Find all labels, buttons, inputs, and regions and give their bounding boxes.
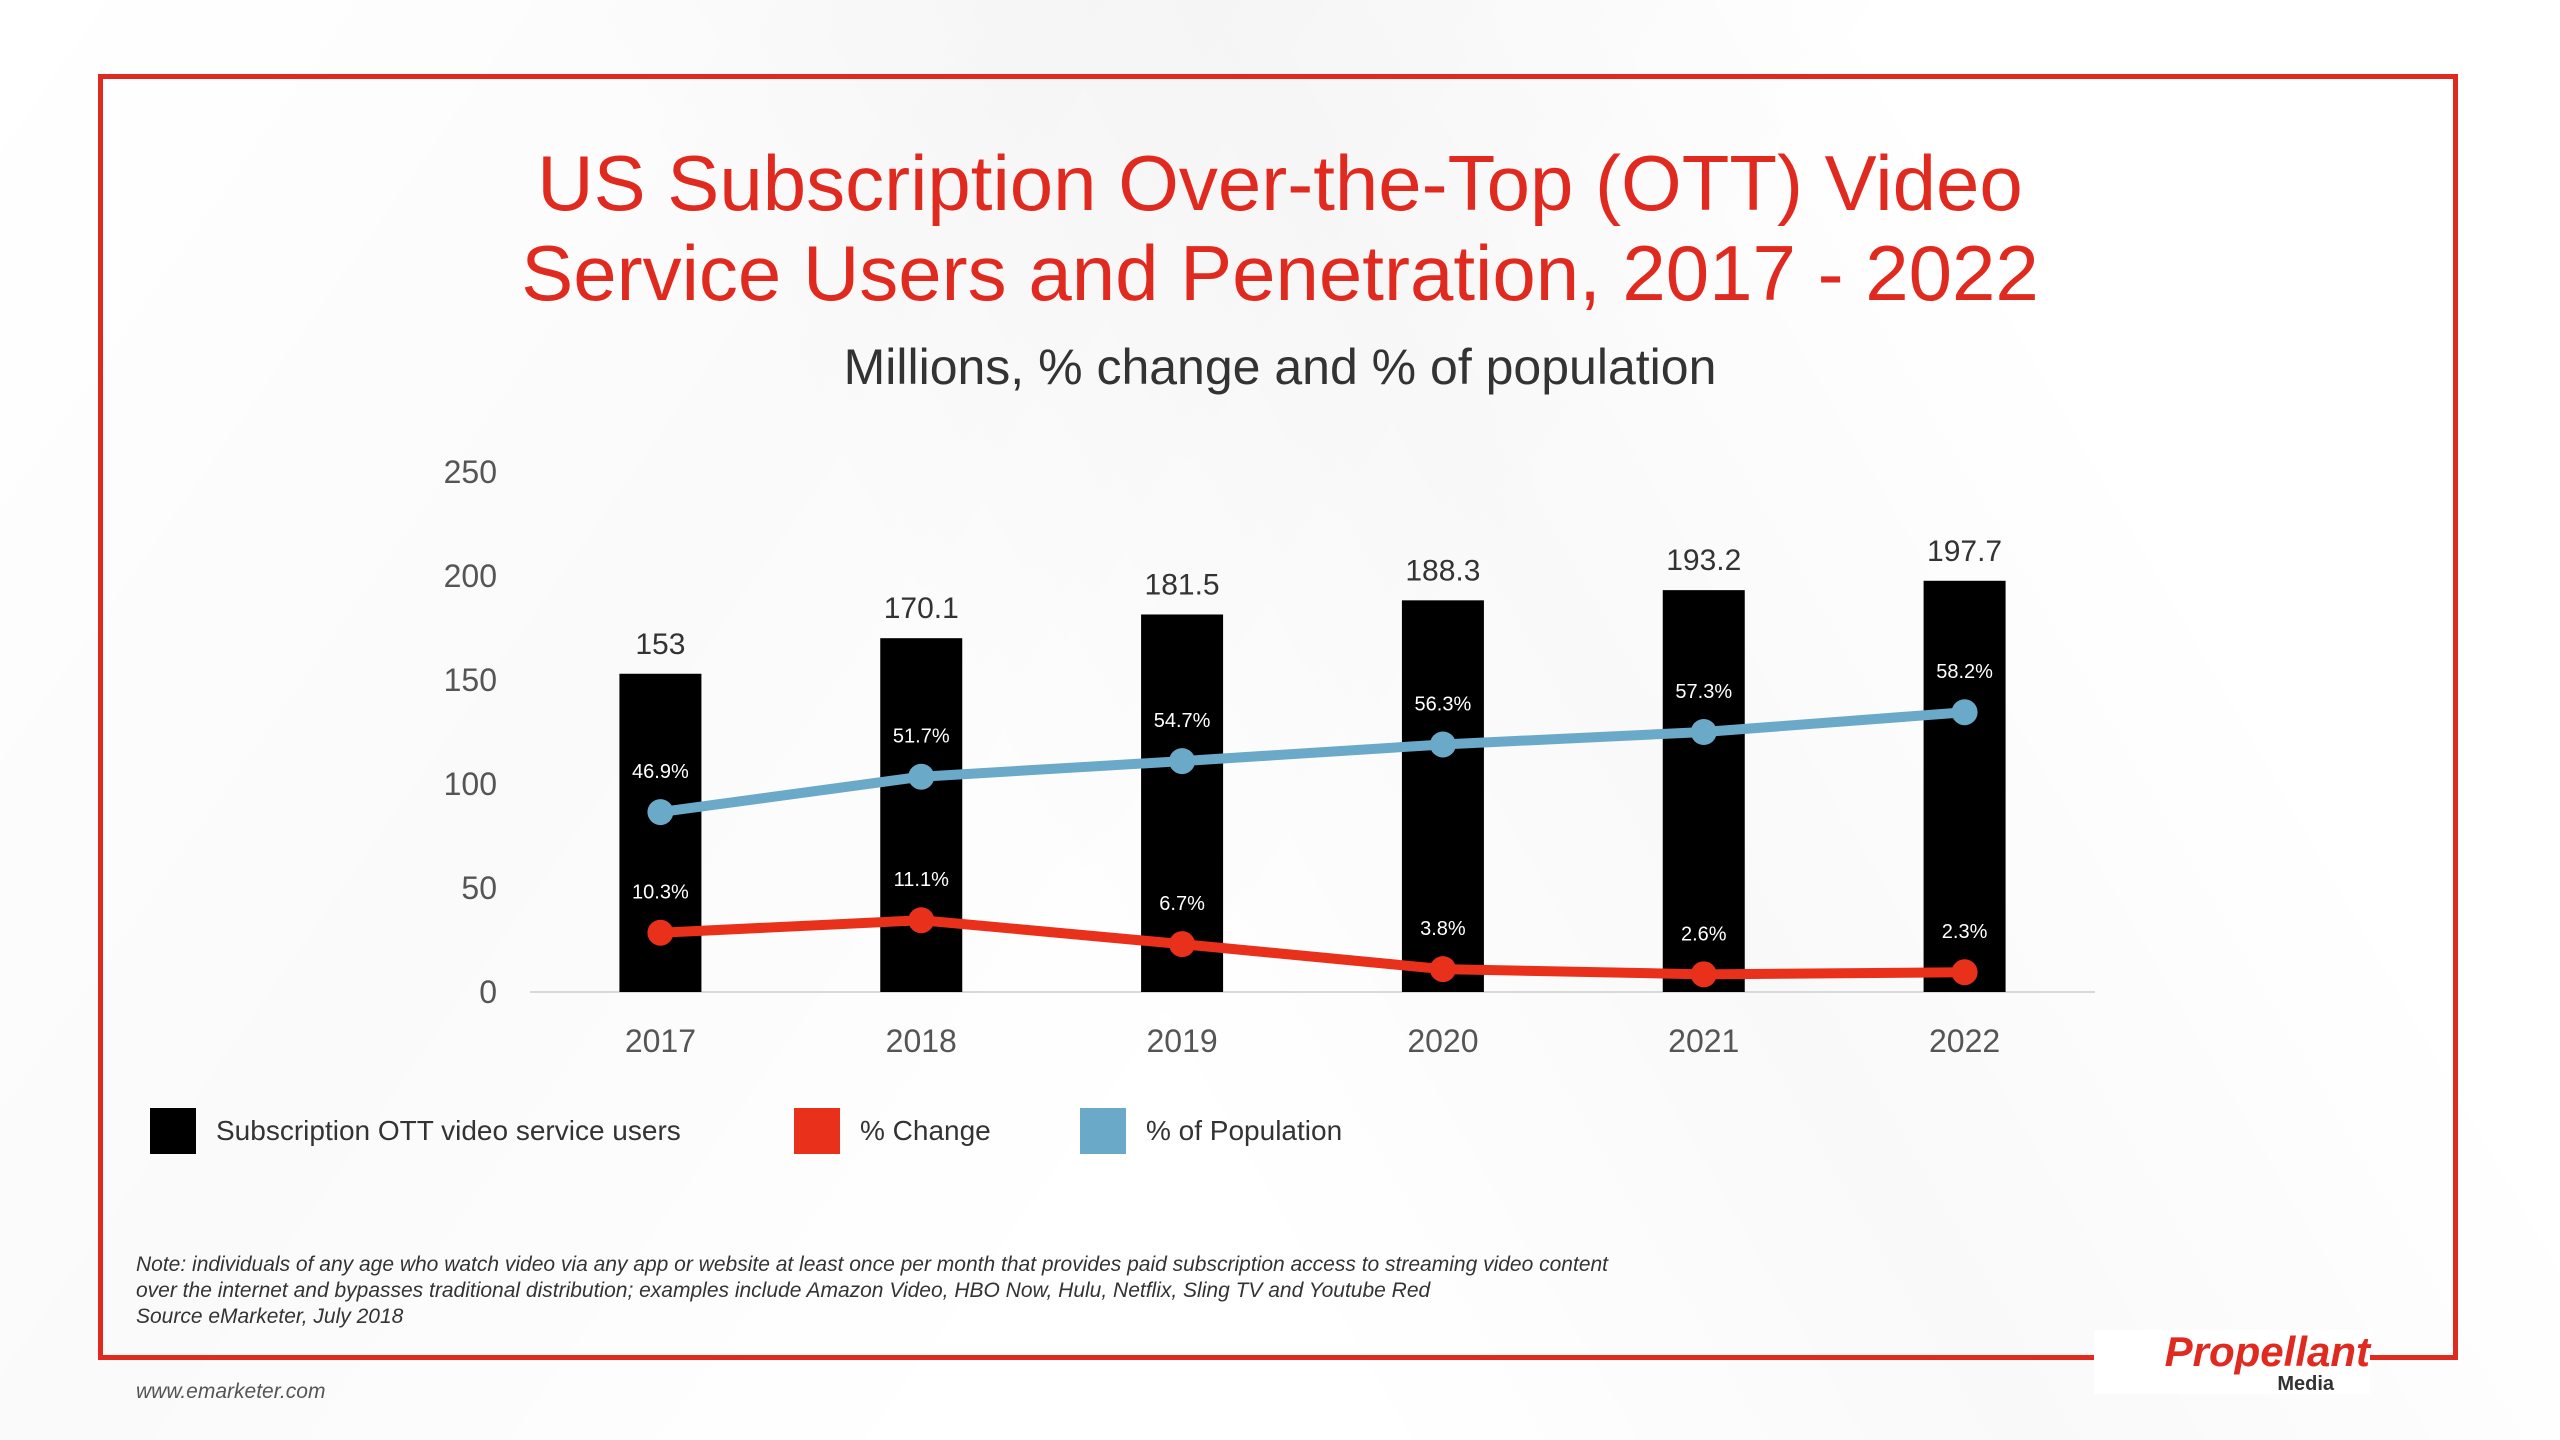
change-data-label: 10.3%: [632, 882, 689, 904]
logo-wordmark: Propellant: [2164, 1328, 2370, 1375]
legend-label-population: % of Population: [1146, 1115, 1343, 1146]
change-point: [1690, 961, 1717, 988]
y-tick-label: 100: [444, 766, 497, 802]
population-data-label: 58.2%: [1936, 661, 1993, 683]
bar-value-label: 193.2: [1666, 544, 1741, 577]
chart-subtitle: Millions, % change and % of population: [843, 339, 1717, 395]
population-point: [1429, 731, 1456, 758]
y-tick-label: 0: [479, 974, 497, 1010]
x-tick-label: 2017: [625, 1023, 696, 1059]
x-tick-label: 2022: [1929, 1023, 2000, 1059]
bar: [1923, 580, 2006, 992]
legend-swatch-users: [150, 1108, 196, 1154]
logo-subtext: Media: [2277, 1373, 2334, 1395]
footnote-line-2: over the internet and bypasses tradition…: [136, 1279, 1431, 1302]
legend-item-change: % Change: [794, 1108, 991, 1154]
change-series-line: [655, 915, 1970, 980]
legend-label-change: % Change: [860, 1115, 991, 1146]
legend-item-population: % of Population: [1080, 1108, 1342, 1154]
population-point: [1951, 699, 1978, 726]
bar: [1141, 614, 1224, 992]
change-data-label: 2.3%: [1942, 921, 1988, 943]
change-point: [1429, 956, 1456, 983]
legend-swatch-change: [794, 1108, 840, 1154]
chart-title: US Subscription Over-the-Top (OTT) Video…: [0, 138, 2560, 318]
population-point: [1169, 748, 1196, 775]
x-tick-label: 2021: [1668, 1023, 1739, 1059]
bar-value-label: 170.1: [884, 592, 959, 625]
population-data-label: 51.7%: [893, 726, 950, 748]
bar-value-label: 181.5: [1145, 568, 1220, 601]
legend-label-users: Subscription OTT video service users: [216, 1115, 681, 1146]
change-data-label: 6.7%: [1159, 893, 1205, 915]
x-tick-label: 2018: [886, 1023, 957, 1059]
population-data-label: 54.7%: [1154, 710, 1211, 732]
population-series-line: [655, 707, 1970, 818]
population-point: [908, 763, 935, 790]
change-data-label: 11.1%: [894, 869, 949, 891]
bar-value-label: 153: [635, 628, 685, 661]
change-data-label: 2.6%: [1681, 923, 1727, 945]
population-point: [1690, 719, 1717, 745]
bar: [1401, 600, 1484, 992]
y-tick-label: 150: [444, 662, 497, 698]
x-tick-label: 2020: [1407, 1023, 1478, 1059]
source-url: www.emarketer.com: [136, 1380, 326, 1403]
change-point: [908, 907, 935, 934]
legend-swatch-population: [1080, 1108, 1126, 1154]
footnote-line-1: Note: individuals of any age who watch v…: [136, 1253, 1609, 1276]
y-tick-label: 50: [461, 870, 497, 906]
bar: [880, 638, 963, 992]
propellant-media-logo: Propellant Media: [2094, 1330, 2370, 1394]
slide-frame: [98, 74, 2458, 1360]
population-point: [647, 799, 674, 826]
bar-value-label: 188.3: [1405, 554, 1480, 587]
change-point: [1169, 931, 1196, 958]
x-tick-label: 2019: [1146, 1023, 1217, 1059]
change-data-label: 3.8%: [1420, 918, 1466, 940]
population-data-label: 46.9%: [632, 761, 689, 783]
chart-title-line-2: Service Users and Penetration, 2017 - 20…: [521, 229, 2039, 317]
y-tick-label: 250: [444, 454, 497, 490]
population-data-label: 56.3%: [1415, 693, 1472, 715]
change-point: [1951, 959, 1978, 986]
footnote: Note: individuals of any age who watch v…: [136, 1252, 2036, 1330]
bar-value-label: 197.7: [1927, 535, 2002, 568]
change-point: [647, 919, 674, 946]
legend-item-users: Subscription OTT video service users: [150, 1108, 681, 1154]
chart-title-line-1: US Subscription Over-the-Top (OTT) Video: [537, 139, 2023, 227]
population-data-label: 57.3%: [1675, 681, 1732, 703]
y-tick-label: 200: [444, 558, 497, 594]
footnote-source: Source eMarketer, July 2018: [136, 1305, 404, 1328]
bar: [1662, 590, 1745, 992]
